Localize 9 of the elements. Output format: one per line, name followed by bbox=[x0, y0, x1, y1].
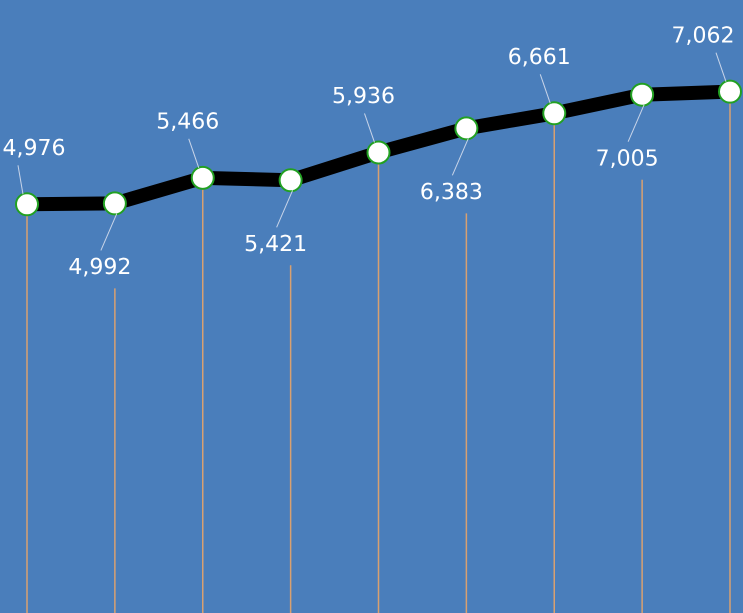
data-label: 4,992 bbox=[68, 255, 132, 280]
data-label: 5,466 bbox=[156, 110, 220, 135]
data-label: 5,421 bbox=[244, 232, 308, 257]
data-label: 7,005 bbox=[596, 146, 659, 172]
data-label: 6,383 bbox=[420, 180, 483, 206]
data-label: 7,062 bbox=[672, 23, 734, 48]
data-label: 5,936 bbox=[332, 84, 395, 110]
data-label: 4,976 bbox=[2, 136, 66, 162]
data-label: 6,661 bbox=[508, 45, 571, 70]
